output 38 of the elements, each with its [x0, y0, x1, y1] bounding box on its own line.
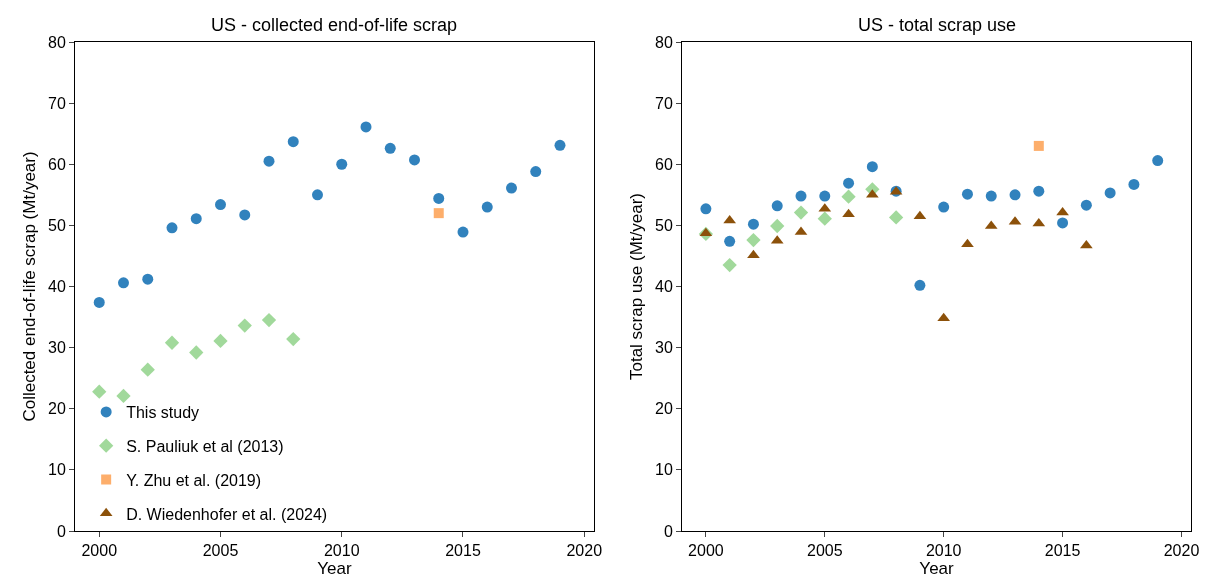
x-axis-title: Year	[317, 559, 352, 579]
y-tick-label: 30	[48, 339, 66, 357]
x-tick-label: 2010	[925, 542, 962, 560]
legend-label: D. Wiedenhofer et al. (2024)	[126, 505, 328, 523]
y-tick-label: 60	[655, 155, 674, 173]
x-tick-label: 2000	[688, 542, 724, 560]
x-tick-label: 2015	[445, 542, 481, 560]
y-tick-label: 0	[664, 522, 673, 540]
y-tick-label: 10	[655, 461, 674, 479]
y-axis-title: Total scrap use (Mt/year)	[626, 192, 646, 381]
y-tick-label: 0	[56, 522, 66, 540]
y-tick-label: 50	[655, 216, 674, 234]
x-tick-label: 2000	[81, 542, 118, 560]
chart-title: US - collected end-of-life scrap	[211, 15, 458, 35]
y-tick-label: 10	[48, 461, 66, 479]
x-tick-label: 2020	[1163, 542, 1200, 560]
y-tick-label: 30	[655, 339, 674, 357]
y-tick-label: 50	[48, 216, 66, 234]
legend-label: Y. Zhu et al. (2019)	[126, 471, 262, 489]
y-axis-title: Collected end-of-life scrap (Mt/year)	[19, 151, 39, 422]
chart-title: US - total scrap use	[858, 15, 1017, 35]
x-tick-label: 2015	[1044, 542, 1081, 560]
x-tick-label: 2005	[806, 542, 843, 560]
y-tick-label: 60	[48, 155, 66, 173]
legend-label: S. Pauliuk et al (2013)	[126, 437, 284, 455]
y-tick-label: 70	[655, 94, 674, 112]
y-tick-label: 20	[655, 400, 674, 418]
x-axis-title: Year	[919, 559, 955, 579]
x-tick-label: 2010	[323, 542, 360, 560]
y-tick-label: 80	[48, 33, 66, 51]
y-tick-label: 40	[48, 278, 66, 296]
legend-label: This study	[126, 404, 200, 422]
x-tick-label: 2005	[202, 542, 239, 560]
y-tick-label: 20	[48, 400, 66, 418]
y-tick-label: 40	[655, 278, 674, 296]
x-tick-label: 2020	[566, 542, 603, 560]
y-tick-label: 80	[655, 33, 674, 51]
y-tick-label: 70	[48, 94, 66, 112]
